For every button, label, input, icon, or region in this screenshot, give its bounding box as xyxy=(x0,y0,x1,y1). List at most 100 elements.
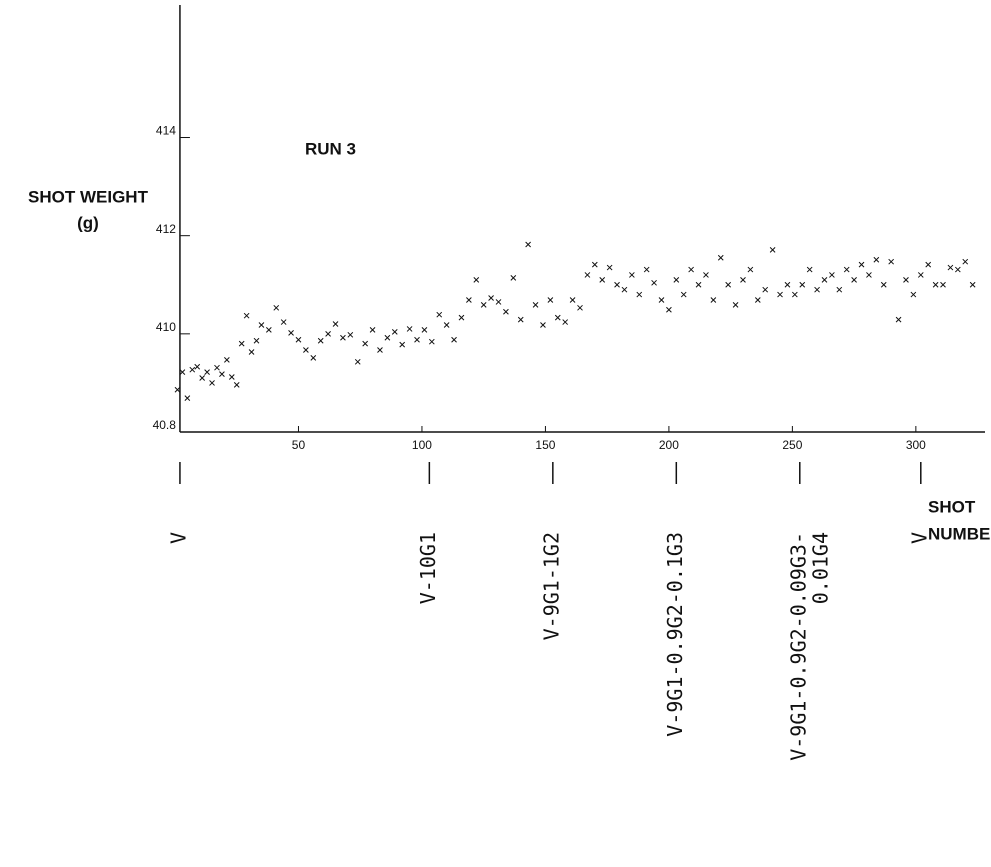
x-tick-label: 250 xyxy=(782,438,802,452)
point xyxy=(317,337,324,344)
point xyxy=(895,316,902,323)
x-tick-label: 200 xyxy=(659,438,679,452)
point xyxy=(458,314,465,321)
point xyxy=(562,319,569,325)
point xyxy=(362,340,369,347)
point xyxy=(814,286,820,293)
point xyxy=(969,281,976,288)
marker-label: V xyxy=(907,532,931,544)
point xyxy=(310,355,317,361)
point xyxy=(414,336,420,343)
point xyxy=(280,319,287,325)
point xyxy=(219,371,225,377)
point xyxy=(428,338,435,345)
point xyxy=(243,312,250,319)
point xyxy=(643,266,650,273)
point xyxy=(554,314,561,321)
point xyxy=(954,266,961,273)
point xyxy=(762,286,769,293)
point xyxy=(406,326,413,332)
point xyxy=(836,286,843,293)
point xyxy=(248,349,255,355)
annotation: RUN 3 xyxy=(305,139,356,158)
x-tick-label: 100 xyxy=(412,438,432,452)
point xyxy=(799,281,806,288)
point xyxy=(925,261,932,268)
point xyxy=(947,264,954,271)
point xyxy=(873,256,880,263)
point xyxy=(495,299,502,305)
point xyxy=(569,297,576,303)
point xyxy=(233,382,240,388)
point xyxy=(503,308,509,315)
marker-label: V-9G1-1G2 xyxy=(539,532,563,640)
point xyxy=(480,302,487,308)
point xyxy=(880,281,887,288)
point xyxy=(332,321,339,327)
point xyxy=(651,279,657,286)
point xyxy=(532,302,539,308)
marker-label: V-9G1-0.9G2-0.09G3- xyxy=(786,532,810,761)
point xyxy=(473,276,480,283)
y-tick-label: 414 xyxy=(156,124,176,138)
point xyxy=(666,306,672,313)
point xyxy=(295,336,302,343)
point xyxy=(703,272,709,278)
point xyxy=(591,261,598,268)
point xyxy=(843,266,850,273)
x-axis-label: NUMBER xyxy=(928,524,991,543)
marker-label: V-10G1 xyxy=(416,532,440,604)
point xyxy=(224,356,230,363)
point xyxy=(354,358,361,365)
point xyxy=(214,364,220,371)
point xyxy=(265,327,272,333)
point xyxy=(821,276,828,283)
point xyxy=(806,266,813,273)
point xyxy=(340,334,346,341)
x-tick-label: 150 xyxy=(535,438,555,452)
x-tick-label: 50 xyxy=(292,438,306,452)
x-axis-label: SHOT xyxy=(928,497,976,516)
point xyxy=(303,347,309,353)
point xyxy=(194,363,201,370)
marker-label: 0.01G4 xyxy=(808,532,832,604)
point xyxy=(829,272,835,278)
point xyxy=(369,327,376,333)
point xyxy=(784,281,791,288)
point xyxy=(391,329,398,335)
point xyxy=(238,340,245,347)
point xyxy=(510,275,517,281)
point xyxy=(747,266,754,273)
y-tick-label: 40.8 xyxy=(153,418,177,432)
point xyxy=(777,291,783,298)
point xyxy=(940,281,946,288)
point xyxy=(258,322,265,328)
y-tick-label: 412 xyxy=(156,222,176,236)
point xyxy=(791,291,798,298)
point xyxy=(717,254,724,261)
point xyxy=(273,304,280,311)
point xyxy=(695,281,702,288)
point xyxy=(199,375,206,381)
point xyxy=(443,322,450,328)
point xyxy=(184,395,191,401)
point xyxy=(732,302,739,308)
point xyxy=(858,261,865,268)
point xyxy=(754,297,761,303)
point xyxy=(436,311,443,318)
point xyxy=(525,241,531,248)
point xyxy=(962,258,969,265)
point xyxy=(179,369,186,375)
point xyxy=(228,374,235,380)
point xyxy=(673,276,680,283)
x-tick-label: 300 xyxy=(906,438,926,452)
point xyxy=(917,272,924,278)
point xyxy=(851,276,857,283)
point xyxy=(658,297,665,303)
point xyxy=(932,281,939,288)
y-axis-label: SHOT WEIGHT xyxy=(28,187,149,206)
point xyxy=(680,291,687,298)
point xyxy=(621,286,628,293)
point xyxy=(174,386,181,393)
point xyxy=(725,281,732,288)
